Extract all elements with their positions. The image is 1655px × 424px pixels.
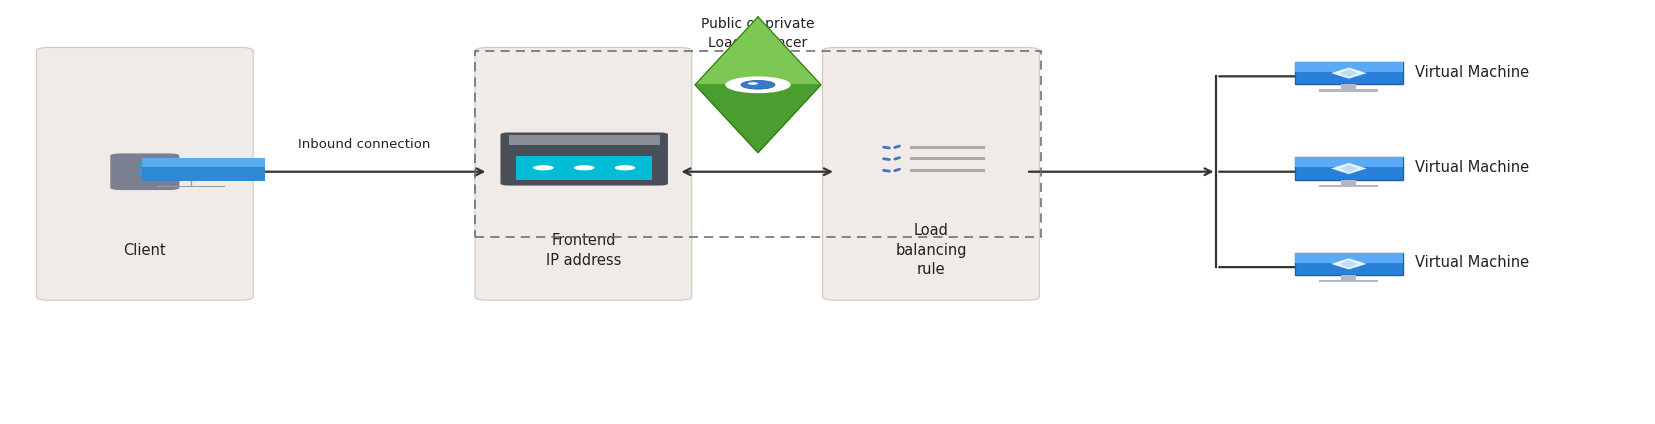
Bar <box>508 134 660 145</box>
Bar <box>910 146 985 149</box>
Bar <box>1319 89 1379 92</box>
FancyBboxPatch shape <box>36 47 253 300</box>
Bar <box>142 158 265 167</box>
Circle shape <box>748 82 758 85</box>
Polygon shape <box>695 17 821 85</box>
FancyBboxPatch shape <box>1294 157 1403 180</box>
Circle shape <box>533 165 554 170</box>
FancyBboxPatch shape <box>475 47 692 300</box>
Bar <box>1319 184 1379 187</box>
Circle shape <box>614 165 636 170</box>
Bar <box>1341 180 1357 184</box>
Text: Virtual Machine: Virtual Machine <box>1415 160 1529 175</box>
Bar <box>1294 62 1403 72</box>
Bar <box>1294 157 1403 167</box>
Bar <box>157 186 225 187</box>
Text: Load
balancing
rule: Load balancing rule <box>895 223 967 277</box>
Bar <box>1319 280 1379 282</box>
FancyBboxPatch shape <box>823 47 1039 300</box>
Bar <box>1294 253 1403 263</box>
FancyBboxPatch shape <box>1294 253 1403 275</box>
FancyBboxPatch shape <box>111 153 179 190</box>
Polygon shape <box>695 85 821 153</box>
Bar <box>910 169 985 172</box>
Polygon shape <box>1331 67 1367 79</box>
Text: Inbound connection: Inbound connection <box>298 138 430 151</box>
Polygon shape <box>1331 258 1367 270</box>
Bar <box>1341 275 1357 280</box>
Circle shape <box>741 81 775 89</box>
Circle shape <box>725 76 791 93</box>
FancyBboxPatch shape <box>1294 62 1403 84</box>
Bar <box>910 157 985 160</box>
Polygon shape <box>1341 260 1357 268</box>
FancyBboxPatch shape <box>142 158 265 181</box>
Circle shape <box>574 165 594 170</box>
FancyBboxPatch shape <box>500 132 669 186</box>
Polygon shape <box>1341 69 1357 77</box>
Bar <box>516 156 652 179</box>
Text: Frontend
IP address: Frontend IP address <box>546 233 621 268</box>
Text: Client: Client <box>124 243 166 258</box>
Polygon shape <box>1331 163 1367 174</box>
Bar <box>1341 84 1357 89</box>
Text: Virtual Machine: Virtual Machine <box>1415 64 1529 80</box>
Text: Public or private
Load Balancer: Public or private Load Balancer <box>702 17 814 50</box>
Circle shape <box>137 163 152 167</box>
Polygon shape <box>1341 165 1357 173</box>
Circle shape <box>137 171 152 175</box>
Text: Virtual Machine: Virtual Machine <box>1415 255 1529 271</box>
Bar <box>475 51 1041 237</box>
